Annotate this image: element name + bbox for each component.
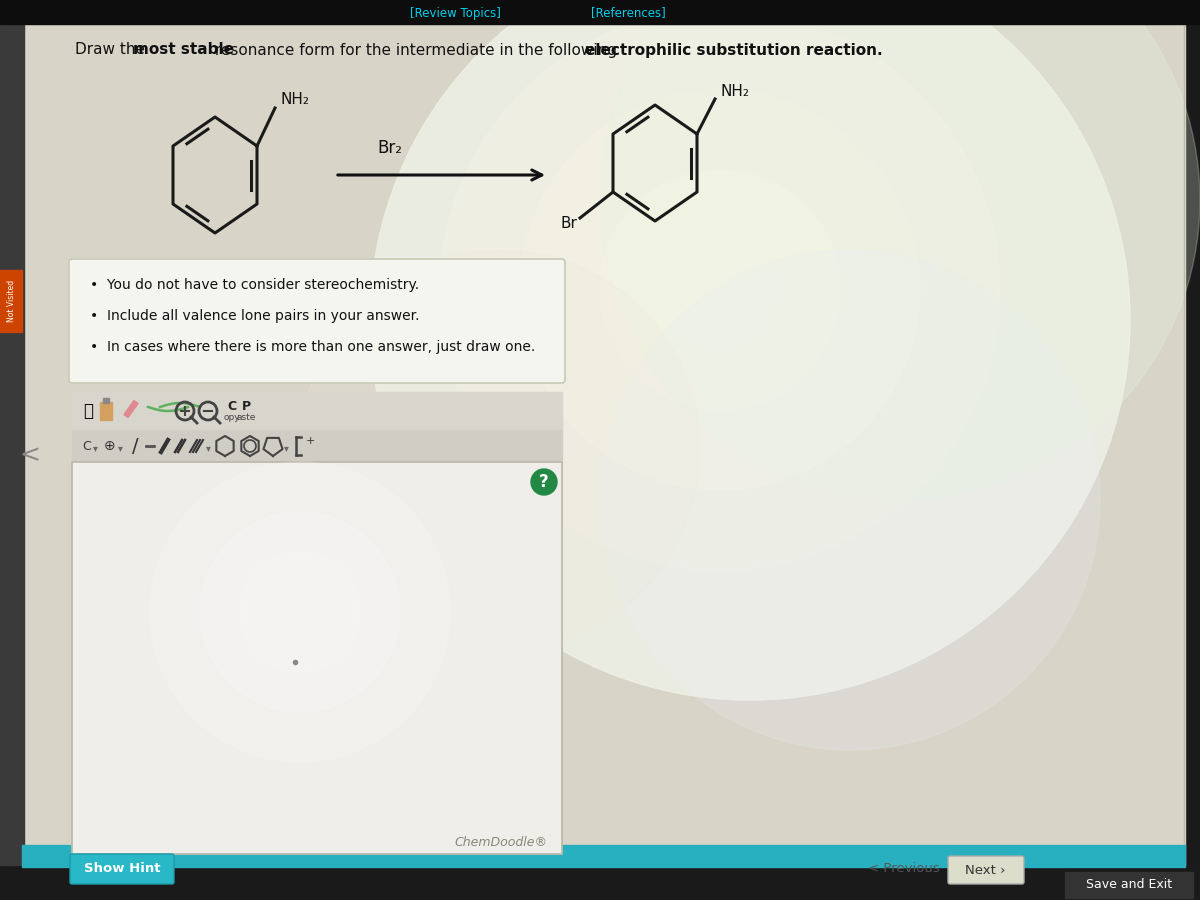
Text: ▾: ▾	[205, 443, 210, 453]
Circle shape	[520, 90, 920, 490]
Bar	[0, 24, 24, 865]
Circle shape	[150, 462, 450, 762]
Text: ChemDoodle®: ChemDoodle®	[454, 835, 547, 849]
Circle shape	[240, 552, 360, 672]
Circle shape	[300, 250, 700, 650]
Text: [Review Topics]: [Review Topics]	[409, 6, 500, 20]
Text: NH₂: NH₂	[280, 93, 310, 107]
Bar	[103, 398, 109, 403]
Text: P: P	[241, 400, 251, 412]
Text: ▾: ▾	[92, 443, 97, 453]
Text: [References]: [References]	[590, 6, 665, 20]
Text: ▾: ▾	[118, 443, 122, 453]
Text: NH₂: NH₂	[720, 84, 749, 98]
Circle shape	[370, 0, 1130, 700]
FancyBboxPatch shape	[70, 259, 565, 383]
Text: Br: Br	[560, 215, 577, 230]
Circle shape	[660, 230, 780, 350]
Bar	[72, 462, 562, 854]
Text: ✋: ✋	[83, 402, 94, 420]
Text: resonance form for the intermediate in the following: resonance form for the intermediate in t…	[210, 42, 622, 58]
Circle shape	[370, 0, 1130, 700]
Text: Next ›: Next ›	[965, 863, 1006, 877]
Text: C: C	[228, 400, 236, 412]
Circle shape	[200, 512, 400, 712]
Text: Not Visited: Not Visited	[6, 280, 16, 322]
Text: •  Include all valence lone pairs in your answer.: • Include all valence lone pairs in your…	[90, 309, 420, 323]
Bar	[72, 430, 562, 462]
Text: Br₂: Br₂	[378, 139, 402, 157]
Bar	[22, 845, 1186, 867]
FancyBboxPatch shape	[948, 856, 1024, 884]
Text: C: C	[83, 439, 91, 453]
Text: •  In cases where there is more than one answer, just draw one.: • In cases where there is more than one …	[90, 340, 535, 354]
Bar	[100, 402, 112, 420]
Text: Save and Exit: Save and Exit	[1086, 878, 1172, 892]
Circle shape	[600, 170, 840, 410]
FancyBboxPatch shape	[70, 854, 174, 884]
Text: electrophilic substitution reaction.: electrophilic substitution reaction.	[586, 42, 883, 58]
Text: /: /	[132, 436, 138, 455]
Circle shape	[370, 0, 1130, 700]
Circle shape	[440, 10, 1000, 570]
Bar	[0, 865, 1200, 900]
Text: opy: opy	[223, 412, 240, 421]
Text: most stable: most stable	[133, 42, 234, 58]
Circle shape	[370, 0, 1130, 700]
Bar	[1186, 0, 1200, 900]
Text: Draw the: Draw the	[74, 42, 150, 58]
Text: < Previous: < Previous	[869, 862, 940, 876]
Bar	[0, 270, 22, 332]
Circle shape	[370, 0, 1130, 700]
Text: •  You do not have to consider stereochemistry.: • You do not have to consider stereochem…	[90, 278, 419, 292]
Text: <: <	[19, 443, 41, 467]
Bar	[72, 392, 562, 430]
FancyArrow shape	[124, 400, 138, 418]
Circle shape	[600, 0, 1200, 500]
Text: +: +	[305, 436, 314, 446]
Text: Show Hint: Show Hint	[84, 862, 161, 876]
Circle shape	[530, 469, 557, 495]
Bar	[0, 0, 1200, 24]
Circle shape	[600, 250, 1100, 750]
Text: ⊕: ⊕	[104, 439, 116, 453]
Text: aste: aste	[236, 412, 256, 421]
Bar	[1066, 872, 1193, 898]
Text: ?: ?	[539, 473, 548, 491]
Text: ▾: ▾	[283, 443, 288, 453]
